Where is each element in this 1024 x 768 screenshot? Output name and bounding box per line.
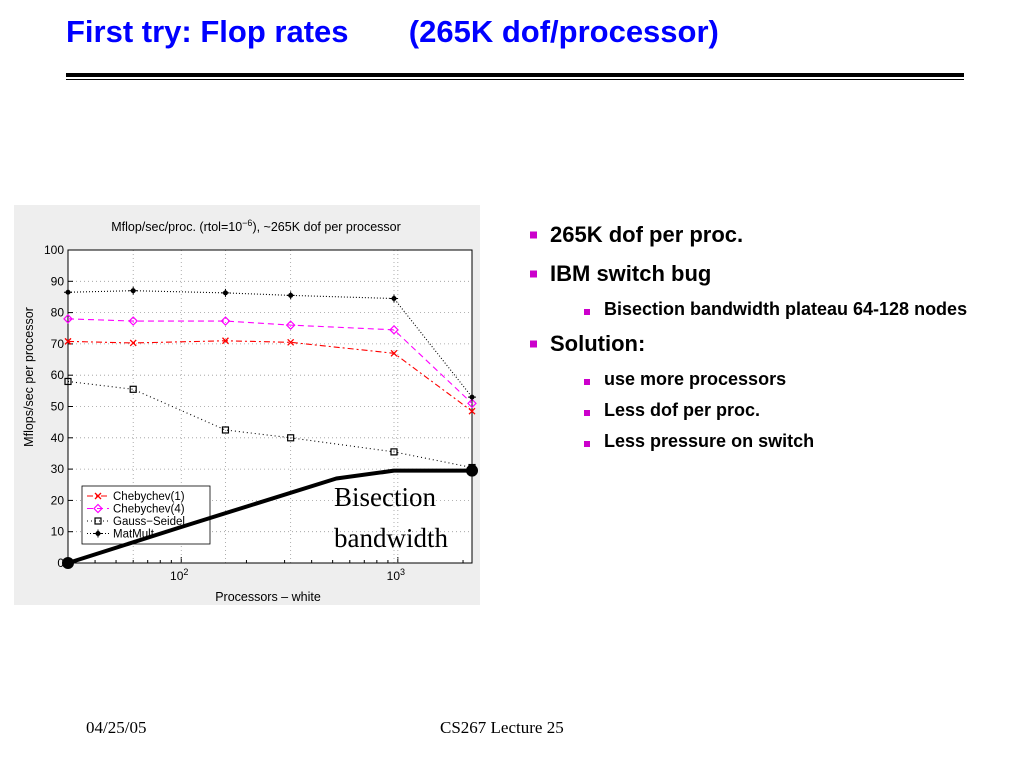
chart-title: Mflop/sec/proc. (rtol=10−6), ~265K dof p…	[111, 218, 401, 234]
sub-bullet-less-dof: Less dof per proc.	[584, 399, 1010, 421]
series-1-point	[287, 338, 295, 346]
series-3-point	[287, 434, 295, 442]
x-tick-exponent: 2	[183, 567, 188, 577]
bullet-text: Solution:	[550, 331, 646, 356]
series-2-point	[389, 324, 399, 335]
series-1-point-stroke	[287, 338, 295, 346]
sub-bullet-text: Bisection bandwidth plateau 64-128 nodes	[604, 299, 968, 319]
sub-bullet-text: use more processors	[604, 369, 787, 389]
square-bullet-icon	[584, 309, 590, 315]
y-tick-label: 50	[51, 400, 65, 414]
bisection-end-dot	[466, 464, 478, 477]
flop-rate-chart: Mflop/sec/proc. (rtol=10−6), ~265K dof p…	[14, 205, 480, 605]
series-1-point	[468, 407, 476, 415]
bullet-solution: Solution:	[530, 329, 1010, 359]
footer-course: CS267 Lecture 25	[440, 718, 564, 737]
series-3-point	[390, 448, 398, 456]
sub-bullet-more-processors: use more processors	[584, 368, 1010, 390]
legend-marker-4	[94, 529, 102, 538]
x-tick-base: 10	[387, 569, 401, 583]
y-tick-label: 20	[51, 493, 65, 507]
bisection-annotation	[62, 464, 478, 569]
series-1-point-stroke	[221, 337, 229, 345]
series-3-point	[64, 377, 72, 386]
legend-label-3: Gauss−Seidel	[113, 516, 185, 528]
legend-marker-1	[94, 492, 102, 500]
annotation-label-line2: bandwidth	[334, 523, 448, 553]
legend-label-1: Chebychev(1)	[113, 491, 185, 503]
series-4-point	[221, 288, 230, 297]
title-rule-thin	[66, 79, 964, 80]
series-1-point	[129, 339, 137, 347]
series-2-point	[220, 316, 231, 326]
sub-bullet-text: Less dof per proc.	[604, 400, 761, 420]
footer-date: 04/25/05	[86, 718, 147, 737]
bullet-list: 265K dof per proc. IBM switch bug Bisect…	[530, 220, 1010, 461]
series-2-point	[285, 320, 296, 330]
bisection-start-dot	[62, 557, 74, 569]
series-2-point	[63, 314, 73, 324]
y-tick-label: 90	[51, 274, 65, 288]
series-4-point	[129, 286, 138, 295]
square-bullet-icon	[530, 270, 537, 278]
y-tick-label: 40	[51, 431, 65, 445]
plot-frame	[67, 249, 473, 564]
series-1-point-stroke	[390, 349, 398, 357]
series-3-point	[129, 385, 137, 393]
x-tick-label: 103	[387, 567, 405, 583]
title-rule-thick	[66, 73, 964, 77]
series-1-point-stroke	[64, 337, 72, 345]
legend-marker-2	[93, 503, 103, 514]
bullet-switch-bug: IBM switch bug	[530, 259, 1010, 289]
series-line-4	[67, 290, 473, 398]
series-4-point	[389, 294, 398, 303]
series-1-point	[221, 337, 229, 345]
sub-bullet-less-pressure: Less pressure on switch	[584, 430, 1010, 452]
square-bullet-icon	[584, 410, 590, 416]
y-tick-label: 0	[57, 556, 64, 570]
legend-label-2: Chebychev(4)	[113, 504, 185, 516]
square-bullet-icon	[530, 340, 537, 348]
series-1-point	[390, 349, 398, 357]
slide-title: First try: Flop rates (265K dof/processo…	[66, 14, 719, 49]
legend-marker-3	[94, 517, 102, 525]
y-tick-label: 70	[51, 337, 65, 351]
series-line-2	[67, 318, 473, 404]
series-1-point-stroke	[129, 339, 137, 347]
bullet-dof: 265K dof per proc.	[530, 220, 1010, 250]
sub-bullet-bisection: Bisection bandwidth plateau 64-128 nodes	[584, 298, 1010, 320]
y-axis-label: Mflops/sec per processor	[22, 307, 36, 447]
annotation-label-line1: Bisection	[334, 482, 436, 512]
chart-svg: Mflop/sec/proc. (rtol=10−6), ~265K dof p…	[14, 205, 480, 605]
x-tick-base: 10	[170, 569, 184, 583]
series-4-point	[468, 393, 476, 402]
y-tick-label: 10	[51, 525, 65, 539]
chart-title-exponent: −6	[242, 218, 252, 228]
bisection-bandwidth-line	[67, 468, 472, 565]
x-tick-label: 102	[170, 567, 188, 583]
series-4-point	[286, 291, 295, 300]
bullet-text: 265K dof per proc.	[550, 222, 744, 247]
y-tick-label: 60	[51, 368, 65, 382]
chart-title-prefix: Mflop/sec/proc. (rtol=10	[111, 220, 242, 234]
series-1-point	[64, 337, 72, 345]
square-bullet-icon	[584, 441, 590, 447]
series-3-point	[221, 426, 230, 434]
y-tick-label: 30	[51, 462, 65, 476]
y-tick-label: 100	[44, 243, 64, 257]
series-2-point	[128, 316, 139, 326]
y-tick-label: 80	[51, 306, 65, 320]
x-axis-label: Processors – white	[215, 590, 321, 604]
x-tick-exponent: 3	[400, 567, 405, 577]
square-bullet-icon	[584, 379, 590, 385]
sub-bullet-text: Less pressure on switch	[604, 431, 815, 451]
series-4-point	[64, 288, 72, 297]
square-bullet-icon	[530, 231, 537, 239]
legend-marker-1-stroke	[94, 492, 102, 500]
chart-title-suffix: ), ~265K dof per processor	[252, 220, 400, 234]
bullet-text: IBM switch bug	[550, 261, 712, 286]
series-2-point	[467, 398, 477, 409]
series-1-point-stroke	[468, 407, 476, 415]
